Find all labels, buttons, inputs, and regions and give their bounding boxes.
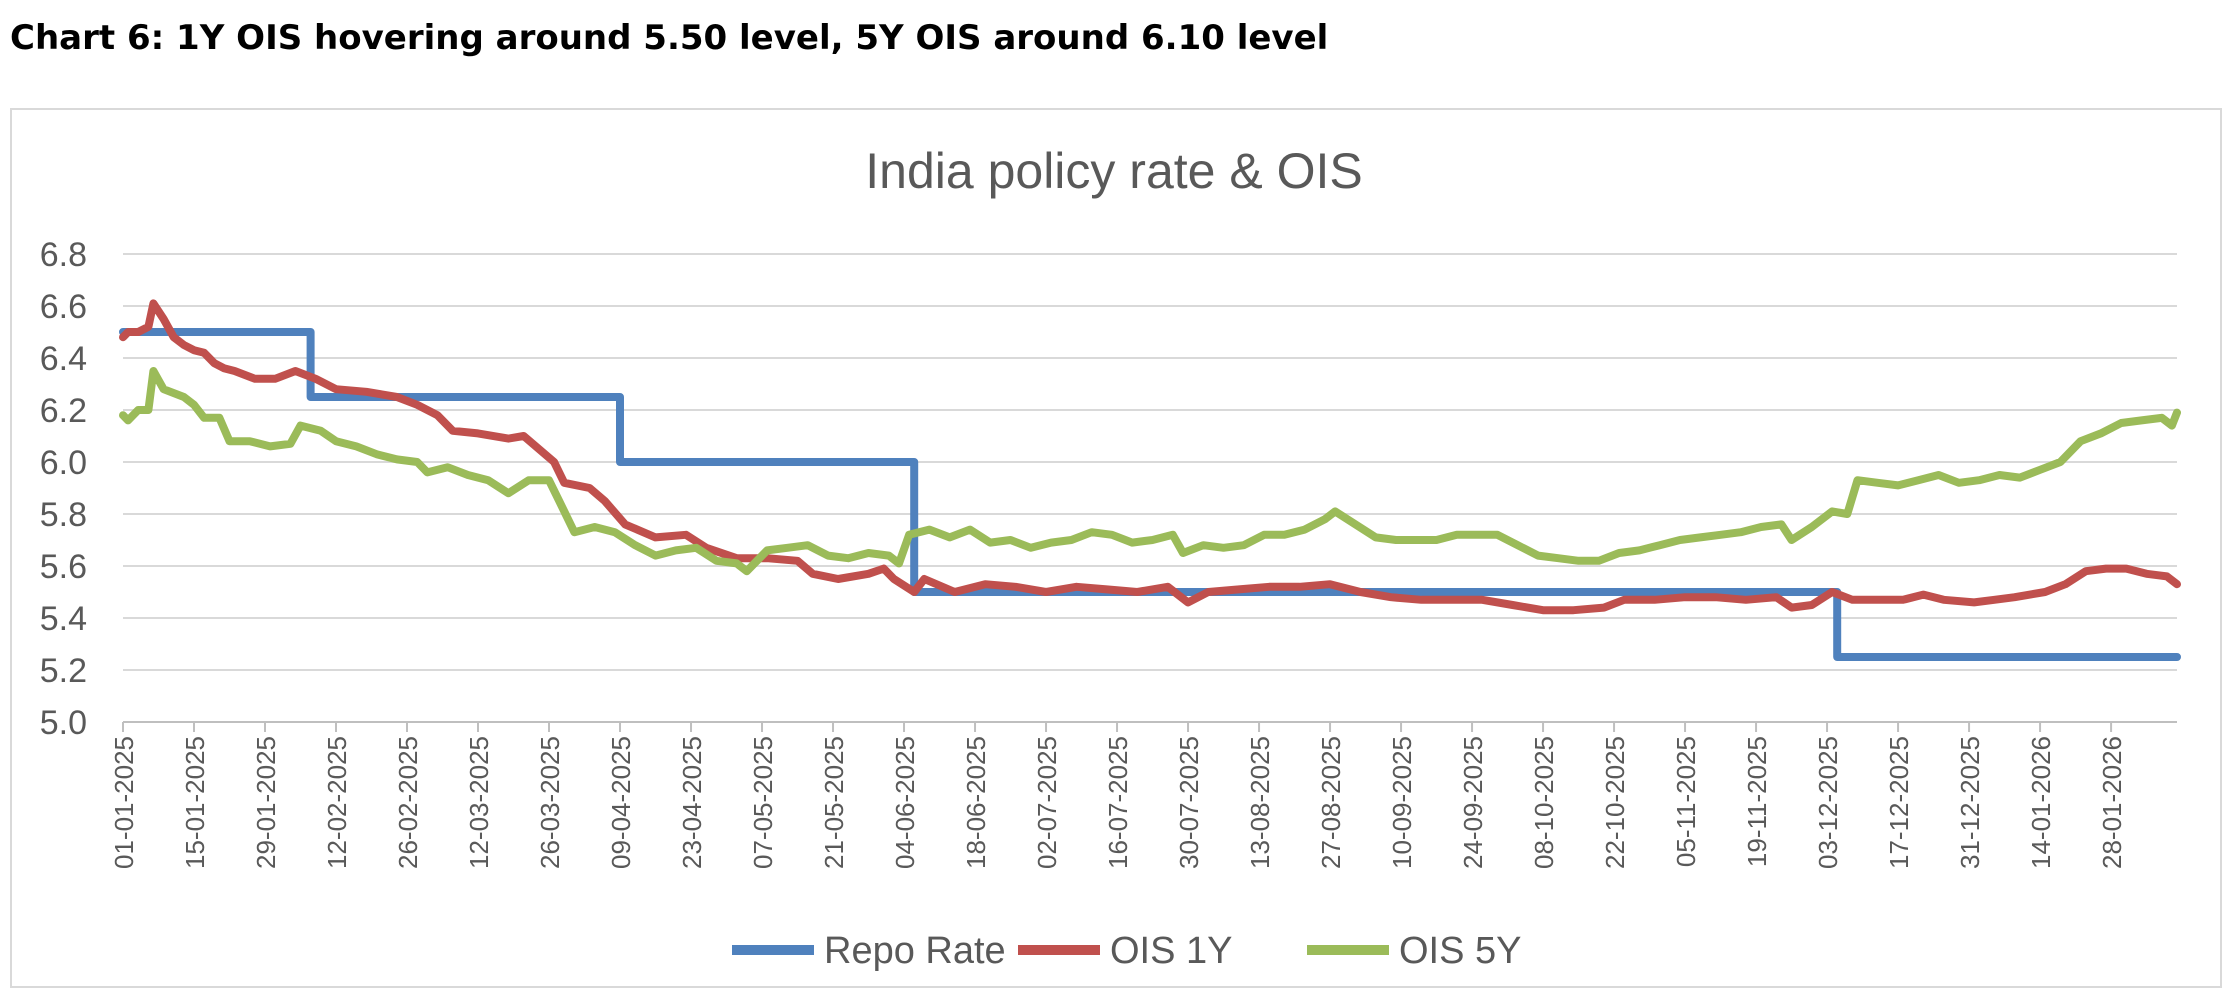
y-tick-label: 5.0 [40,704,87,742]
x-tick-label: 01-01-2025 [109,736,139,869]
x-tick-label: 22-10-2025 [1600,736,1630,869]
chart-title: India policy rate & OIS [865,143,1362,199]
x-tick-label: 19-11-2025 [1742,736,1772,867]
x-tick-label: 09-04-2025 [606,736,636,869]
y-tick-label: 5.6 [40,548,87,586]
legend-label-2: OIS 1Y [1110,930,1233,972]
x-tick-label: 08-10-2025 [1529,736,1559,869]
y-tick-label: 5.2 [40,652,87,690]
x-tick-label: 28-01-2026 [2097,736,2127,869]
x-tick-label: 13-08-2025 [1245,736,1275,869]
series-ois-1y-line [119,299,2181,615]
x-tick-label: 05-11-2025 [1671,736,1701,867]
y-axis-tick-labels: 5.0 5.2 5.4 5.6 5.8 6.0 6.2 6.4 6.6 6.8 [40,236,87,742]
x-tick-label: 15-01-2025 [180,736,210,869]
x-tick-label: 12-02-2025 [322,736,352,869]
x-tick-label: 04-06-2025 [890,736,920,869]
y-tick-label: 6.4 [40,340,87,378]
x-tick-label: 02-07-2025 [1032,736,1062,869]
x-tick-label: 23-04-2025 [677,736,707,869]
y-tick-label: 6.0 [40,444,87,482]
y-tick-label: 5.8 [40,496,87,534]
series-repo-rate-line [119,328,2181,661]
x-tick-label: 31-12-2025 [1955,736,1985,869]
legend: Repo Rate OIS 1Y OIS 5Y [732,930,1522,972]
y-tick-label: 6.2 [40,392,87,430]
x-tick-label: 17-12-2025 [1884,736,1914,869]
y-tick-label: 6.8 [40,236,87,274]
x-tick-label: 29-01-2025 [251,736,281,869]
x-tick-label: 10-09-2025 [1387,736,1417,869]
y-tick-label: 5.4 [40,600,87,638]
x-tick-label: 24-09-2025 [1458,736,1488,869]
x-tick-label: 26-02-2025 [393,736,423,869]
chart-heading: Chart 6: 1Y OIS hovering around 5.50 lev… [10,18,1329,58]
legend-label-3: OIS 5Y [1399,930,1522,972]
x-tick-label: 12-03-2025 [464,736,494,869]
x-tick-label: 14-01-2026 [2026,736,2056,869]
x-tick-label: 07-05-2025 [748,736,778,869]
x-tick-label: 27-08-2025 [1316,736,1346,869]
x-axis-tick-labels: 01-01-2025 15-01-2025 29-01-2025 12-02-2025… [109,736,2127,869]
x-tick-label: 03-12-2025 [1813,736,1843,869]
series-lines [119,299,2181,661]
x-tick-label: 16-07-2025 [1103,736,1133,869]
series-ois-5y-line [119,367,2181,576]
x-tick-label: 18-06-2025 [961,736,991,869]
legend-label-1: Repo Rate [824,930,1006,972]
x-tick-label: 30-07-2025 [1174,736,1204,869]
x-tick-label: 26-03-2025 [535,736,565,869]
x-tick-label: 21-05-2025 [819,736,849,869]
y-tick-label: 6.6 [40,288,87,326]
